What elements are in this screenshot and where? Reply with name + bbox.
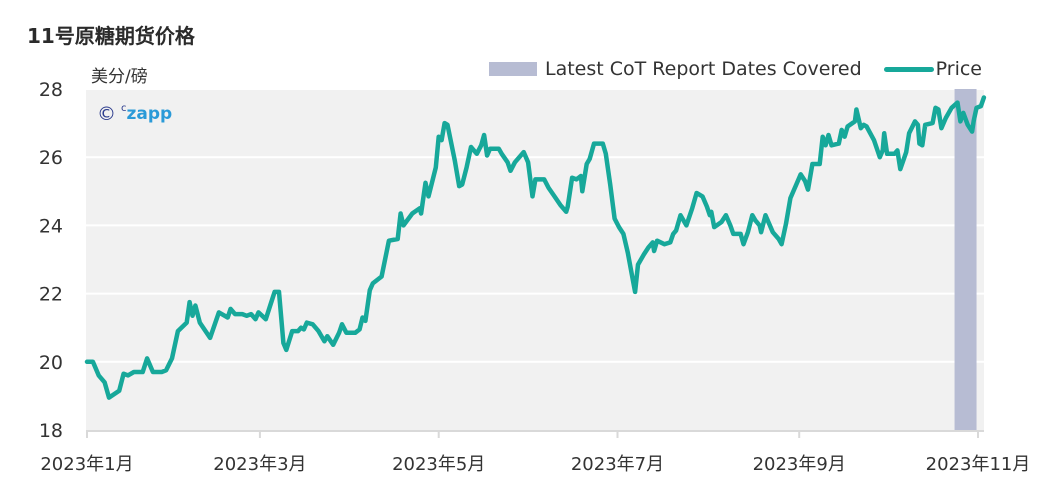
x-tick-label: 2023年11月	[926, 454, 1031, 475]
legend-price-label: Price	[935, 58, 982, 80]
x-tick-label: 2023年9月	[753, 454, 846, 475]
x-axis: 2023年1月 2023年3月 2023年5月 2023年7月 2023年9月 2023年…	[40, 430, 1030, 475]
chart-title: 11号原糖期货价格	[27, 24, 195, 48]
y-tick-label: 20	[39, 352, 63, 374]
x-tick-label: 2023年5月	[392, 454, 485, 475]
y-axis: 18 20 22 24 26 28	[39, 79, 63, 442]
y-tick-label: 18	[39, 420, 63, 442]
watermark-text: zapp	[126, 104, 173, 124]
y-axis-unit-label: 美分/磅	[91, 67, 148, 87]
legend-cot-label: Latest CoT Report Dates Covered	[545, 58, 862, 80]
y-tick-label: 26	[39, 147, 63, 169]
legend: Latest CoT Report Dates Covered Price	[489, 58, 982, 80]
x-tick-label: 2023年3月	[213, 454, 306, 475]
watermark-small-c: c	[121, 102, 127, 114]
copyright-icon: ©	[97, 103, 116, 125]
legend-price-swatch	[883, 66, 934, 72]
x-tick-label: 2023年7月	[571, 454, 664, 475]
price-line	[84, 95, 987, 400]
legend-cot-swatch	[489, 62, 537, 76]
plot-area	[86, 89, 984, 430]
gridlines	[86, 88, 984, 432]
cot-report-band	[954, 89, 977, 430]
y-tick-label: 24	[39, 215, 63, 237]
y-tick-label: 22	[39, 284, 63, 306]
x-tick-label: 2023年1月	[40, 454, 133, 475]
czapp-watermark: © c zapp	[97, 102, 173, 126]
y-tick-label: 28	[39, 79, 63, 101]
